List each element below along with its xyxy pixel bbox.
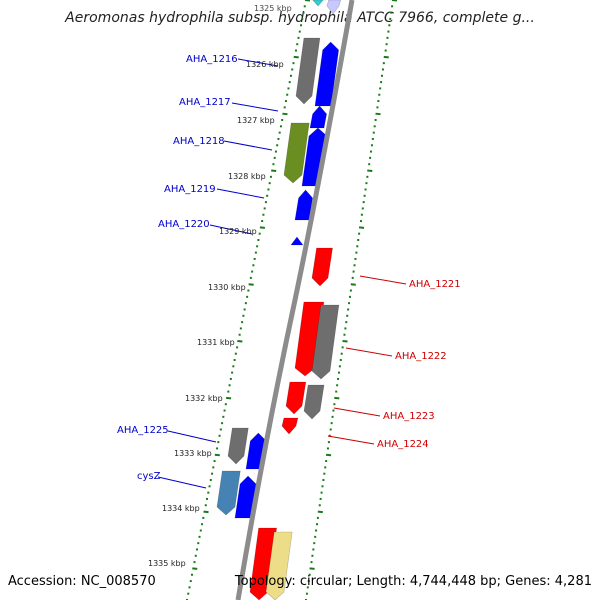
kbp-label: 1326 kbp bbox=[246, 60, 284, 69]
topology-text: Topology: circular; Length: 4,744,448 bp… bbox=[234, 574, 592, 589]
kbp-label: 1325 kbp bbox=[254, 4, 292, 13]
kbp-label: 1334 kbp bbox=[162, 504, 200, 513]
outer-tick-ring bbox=[305, 0, 398, 600]
labels-layer: 1325 kbp 1326 kbp 1327 kbp 1328 kbp 1329… bbox=[117, 4, 461, 568]
accession-text: Accession: NC_008570 bbox=[8, 574, 156, 589]
connector-line bbox=[237, 58, 279, 67]
gene-label-aha-1219[interactable]: AHA_1219 bbox=[164, 184, 216, 195]
tick-mark bbox=[325, 453, 332, 457]
tick-mark bbox=[282, 112, 288, 116]
connector-line bbox=[167, 430, 217, 443]
tick-mark bbox=[309, 567, 315, 570]
tick-mark bbox=[192, 567, 198, 570]
kbp-label: 1328 kbp bbox=[228, 172, 266, 181]
connector-line bbox=[223, 140, 273, 151]
gene-feature bbox=[216, 470, 241, 516]
inner-tick-ring bbox=[186, 0, 311, 600]
kbp-label: 1331 kbp bbox=[197, 338, 235, 347]
gene-label-aha-1225[interactable]: AHA_1225 bbox=[117, 425, 169, 436]
gene-feature bbox=[285, 381, 307, 415]
gene-feature bbox=[311, 247, 333, 287]
kbp-label: 1329 kbp bbox=[219, 227, 257, 236]
gene-feature bbox=[290, 236, 304, 246]
gene-feature bbox=[281, 417, 299, 435]
kbp-label: 1333 kbp bbox=[174, 449, 212, 458]
gene-label-aha-1216[interactable]: AHA_1216 bbox=[186, 54, 238, 65]
gene-feature bbox=[249, 527, 277, 600]
gene-label-aha-1223[interactable]: AHA_1223 bbox=[383, 411, 435, 422]
label-connectors bbox=[157, 58, 407, 489]
kbp-label: 1327 kbp bbox=[237, 116, 275, 125]
tick-mark bbox=[383, 55, 389, 59]
connector-line bbox=[345, 347, 393, 357]
tick-mark bbox=[293, 55, 299, 59]
gene-track bbox=[216, 0, 341, 600]
kbp-label: 1330 kbp bbox=[208, 283, 246, 292]
tick-mark bbox=[350, 283, 356, 286]
kbp-label: 1335 kbp bbox=[148, 559, 186, 568]
tick-mark bbox=[259, 226, 266, 229]
tick-mark bbox=[248, 283, 254, 286]
gene-feature bbox=[294, 301, 325, 377]
gene-feature bbox=[283, 122, 310, 184]
connector-line bbox=[231, 102, 279, 112]
tick-mark bbox=[375, 112, 381, 116]
connector-line bbox=[333, 407, 381, 417]
connector-line bbox=[327, 435, 375, 445]
gene-feature bbox=[227, 427, 249, 465]
gene-label-aha-1220[interactable]: AHA_1220 bbox=[158, 219, 210, 230]
gene-feature bbox=[311, 0, 327, 7]
gene-label-cysz[interactable]: cysZ bbox=[137, 471, 161, 482]
gene-feature bbox=[311, 304, 340, 380]
connector-line bbox=[209, 224, 253, 235]
tick-mark bbox=[391, 0, 398, 2]
gene-label-aha-1217[interactable]: AHA_1217 bbox=[179, 97, 231, 108]
tick-mark bbox=[214, 453, 220, 457]
kbp-label: 1332 kbp bbox=[185, 394, 223, 403]
gene-label-aha-1218[interactable]: AHA_1218 bbox=[173, 136, 225, 147]
gene-feature bbox=[309, 105, 327, 129]
gene-feature bbox=[303, 384, 325, 420]
connector-line bbox=[216, 188, 265, 199]
tick-mark bbox=[225, 396, 232, 400]
gene-label-aha-1222[interactable]: AHA_1222 bbox=[395, 351, 447, 362]
backbone-line bbox=[235, 0, 355, 600]
gene-feature bbox=[314, 41, 339, 107]
tick-mark bbox=[367, 169, 373, 173]
tick-mark bbox=[271, 169, 277, 173]
genome-backbone bbox=[235, 0, 355, 600]
map-title: Aeromonas hydrophila subsp. hydrophila A… bbox=[65, 10, 535, 26]
gene-feature bbox=[295, 37, 321, 105]
gene-feature bbox=[265, 531, 293, 600]
tick-mark bbox=[304, 0, 311, 2]
connector-line bbox=[359, 275, 407, 285]
tick-mark bbox=[237, 340, 243, 343]
gene-label-aha-1224[interactable]: AHA_1224 bbox=[377, 439, 429, 450]
gene-feature bbox=[326, 0, 341, 15]
gene-label-aha-1221[interactable]: AHA_1221 bbox=[409, 279, 461, 290]
tick-mark bbox=[358, 226, 365, 229]
connector-line bbox=[157, 476, 207, 489]
tick-mark bbox=[334, 396, 340, 400]
tick-mark bbox=[342, 340, 348, 343]
